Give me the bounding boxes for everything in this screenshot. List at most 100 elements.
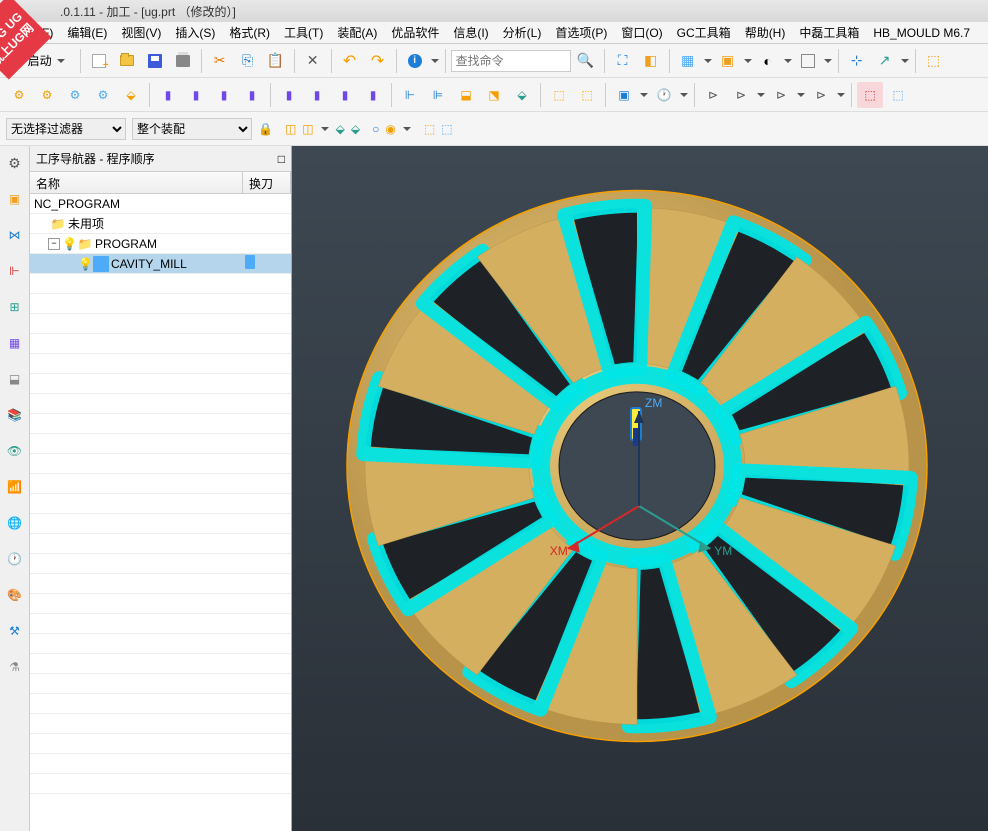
- rb-color[interactable]: 🎨: [4, 584, 26, 606]
- cam17[interactable]: ⬔: [481, 82, 507, 108]
- graphics-viewport[interactable]: XMYMZM: [292, 146, 988, 831]
- cam20[interactable]: ⬚: [574, 82, 600, 108]
- verify-button[interactable]: ⬚: [857, 82, 883, 108]
- rb-visible[interactable]: 👁: [4, 440, 26, 462]
- fit-button[interactable]: ⛶: [610, 48, 636, 74]
- tree-unused[interactable]: 📁 未用项: [30, 214, 291, 234]
- cam19[interactable]: ⬚: [546, 82, 572, 108]
- cam3[interactable]: ⚙: [62, 82, 88, 108]
- f3[interactable]: ◫: [302, 122, 313, 136]
- cam27[interactable]: ⬚: [885, 82, 911, 108]
- paste-button[interactable]: 📋: [263, 48, 289, 74]
- rb-nav[interactable]: ⚙: [4, 152, 26, 174]
- tree-root[interactable]: NC_PROGRAM: [30, 194, 291, 214]
- rb-signal[interactable]: 📶: [4, 476, 26, 498]
- cam23[interactable]: ⊳: [700, 82, 726, 108]
- info-button[interactable]: i: [402, 48, 428, 74]
- menu-tools[interactable]: 工具(T): [278, 22, 329, 43]
- rb-wizard[interactable]: ⚗: [4, 656, 26, 678]
- menu-help[interactable]: 帮助(H): [739, 22, 792, 43]
- cam21[interactable]: ▣: [611, 82, 637, 108]
- tree-op-cavity-mill[interactable]: 💡 CAVITY_MILL: [30, 254, 291, 274]
- open-button[interactable]: [114, 48, 140, 74]
- f5[interactable]: ⬙: [351, 122, 360, 136]
- cam13[interactable]: ▮: [360, 82, 386, 108]
- pin-icon[interactable]: □: [278, 152, 285, 166]
- menu-assembly[interactable]: 装配(A): [331, 22, 383, 43]
- shade-button[interactable]: ◐: [755, 48, 781, 74]
- type-filter-select[interactable]: 无选择过滤器: [6, 118, 126, 140]
- menu-prefs[interactable]: 首选项(P): [549, 22, 613, 43]
- new-button[interactable]: [86, 48, 112, 74]
- cam2[interactable]: ⚙: [34, 82, 60, 108]
- redo-button[interactable]: ↷: [365, 48, 391, 74]
- assembly-button[interactable]: ⬚: [921, 48, 947, 74]
- layer-button[interactable]: ▦: [675, 48, 701, 74]
- menu-window[interactable]: 窗口(O): [615, 22, 668, 43]
- cam12[interactable]: ▮: [332, 82, 358, 108]
- cam7[interactable]: ▮: [183, 82, 209, 108]
- tree-program[interactable]: − 💡 📁 PROGRAM: [30, 234, 291, 254]
- move-button[interactable]: ↗: [872, 48, 898, 74]
- cam18[interactable]: ⬙: [509, 82, 535, 108]
- print-button[interactable]: [170, 48, 196, 74]
- f9[interactable]: ⬚: [441, 122, 452, 136]
- search-button[interactable]: 🔍: [573, 48, 599, 74]
- col-tool[interactable]: 换刀: [243, 172, 291, 193]
- menu-info[interactable]: 信息(I): [447, 22, 494, 43]
- undo-button[interactable]: ↶: [337, 48, 363, 74]
- f8[interactable]: ⬚: [424, 122, 435, 136]
- cam24[interactable]: ⊳: [728, 82, 754, 108]
- menu-edit[interactable]: 编辑(E): [61, 22, 113, 43]
- rb-web[interactable]: 🌐: [4, 512, 26, 534]
- wcs-button[interactable]: ⊹: [844, 48, 870, 74]
- rb-machine[interactable]: ⊩: [4, 260, 26, 282]
- menu-format[interactable]: 格式(R): [223, 22, 276, 43]
- rb-tool[interactable]: ⚒: [4, 620, 26, 642]
- display-button[interactable]: ▣: [715, 48, 741, 74]
- collapse-icon[interactable]: −: [48, 238, 60, 250]
- rb-reuse[interactable]: ⊞: [4, 296, 26, 318]
- rb-constraint[interactable]: ⋈: [4, 224, 26, 246]
- rb-part[interactable]: ▣: [4, 188, 26, 210]
- cam10[interactable]: ▮: [276, 82, 302, 108]
- cam26[interactable]: ⊳: [808, 82, 834, 108]
- iso-button[interactable]: ◧: [638, 48, 664, 74]
- f1[interactable]: 🔒: [258, 122, 273, 136]
- menu-youpin[interactable]: 优品软件: [385, 22, 445, 43]
- cam16[interactable]: ⬓: [453, 82, 479, 108]
- menu-hbmould[interactable]: HB_MOULD M6.7: [867, 24, 976, 42]
- cam4[interactable]: ⚙: [90, 82, 116, 108]
- cam5[interactable]: ⬙: [118, 82, 144, 108]
- rb-history[interactable]: ⬓: [4, 368, 26, 390]
- save-button[interactable]: [142, 48, 168, 74]
- cam6[interactable]: ▮: [155, 82, 181, 108]
- copy-button[interactable]: ⎘: [235, 48, 261, 74]
- menu-zhonglei[interactable]: 中磊工具箱: [793, 22, 865, 43]
- menu-view[interactable]: 视图(V): [115, 22, 167, 43]
- assembly-filter-select[interactable]: 整个装配: [132, 118, 252, 140]
- menu-gctoolbox[interactable]: GC工具箱: [671, 22, 737, 43]
- menu-insert[interactable]: 插入(S): [169, 22, 221, 43]
- f6[interactable]: ○: [372, 122, 379, 136]
- cam1[interactable]: ⚙: [6, 82, 32, 108]
- cam14[interactable]: ⊩: [397, 82, 423, 108]
- rb-sheet[interactable]: ▦: [4, 332, 26, 354]
- command-search-input[interactable]: [451, 50, 571, 72]
- col-name[interactable]: 名称: [30, 172, 243, 193]
- wire-button[interactable]: [795, 48, 821, 74]
- rb-lib[interactable]: 📚: [4, 404, 26, 426]
- f4[interactable]: ⬙: [336, 122, 345, 136]
- f2[interactable]: ◫: [285, 122, 296, 136]
- cut-button[interactable]: ✂: [207, 48, 233, 74]
- menu-analysis[interactable]: 分析(L): [497, 22, 548, 43]
- cam9[interactable]: ▮: [239, 82, 265, 108]
- cam15[interactable]: ⊫: [425, 82, 451, 108]
- cam8[interactable]: ▮: [211, 82, 237, 108]
- rb-clock[interactable]: 🕐: [4, 548, 26, 570]
- cam22[interactable]: 🕐: [651, 82, 677, 108]
- delete-button[interactable]: ✕: [300, 48, 326, 74]
- f7[interactable]: ◉: [385, 122, 395, 136]
- chevron-down-icon[interactable]: [430, 55, 440, 67]
- cam25[interactable]: ⊳: [768, 82, 794, 108]
